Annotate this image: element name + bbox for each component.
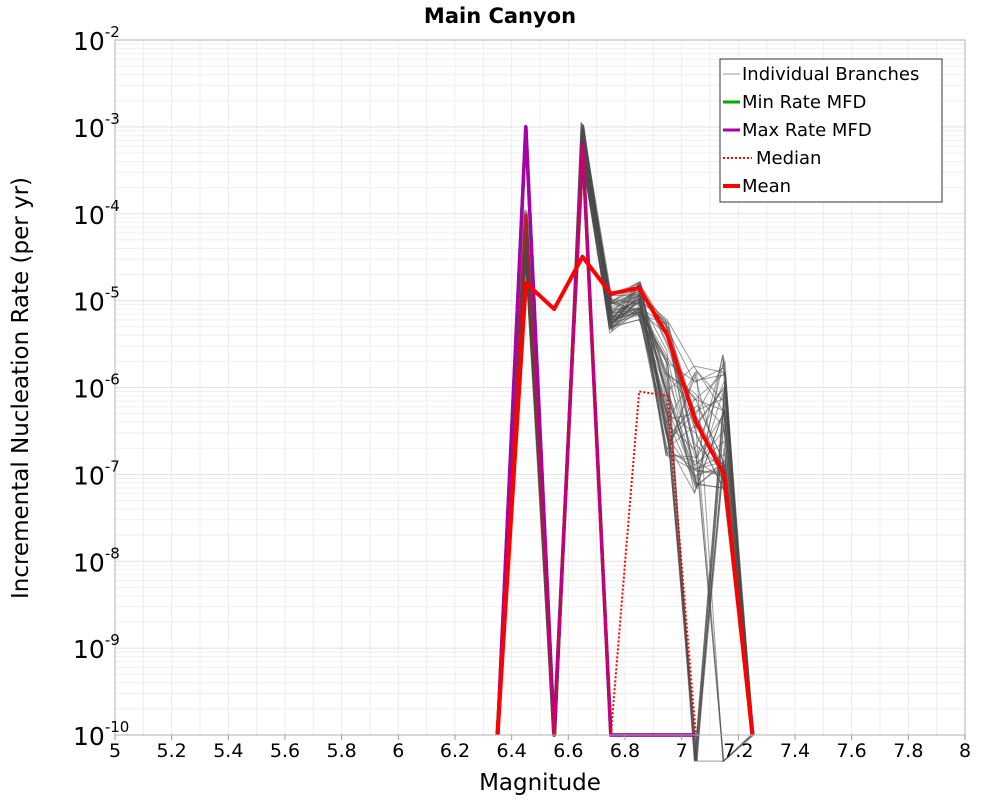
y-tick-label: 10-8	[73, 544, 120, 577]
series-line-mean	[495, 254, 755, 736]
y-tick-label: 10-7	[73, 457, 120, 490]
legend-label-individual-branches: Individual Branches	[742, 64, 919, 85]
series-line-median	[496, 145, 697, 736]
individual-branch-line	[497, 157, 752, 762]
x-tick-label: 6.8	[610, 740, 640, 762]
x-tick-label: 5.4	[213, 740, 243, 762]
x-tick-label: 6.6	[553, 740, 583, 762]
y-tick-label: 10-2	[73, 23, 120, 56]
legend: Individual Branches Min Rate MFD Max Rat…	[719, 58, 943, 203]
legend-label-median: Median	[756, 148, 821, 169]
x-tick-label: 5.8	[327, 740, 357, 762]
legend-box	[719, 58, 943, 203]
x-tick-label: 6	[392, 740, 404, 762]
grid-lines	[114, 40, 966, 736]
plot-frame	[114, 39, 966, 736]
x-tick-labels: 5 5.2 5.4 5.6 5.8 6 6.2 6.4 6.6 6.8 7 7.2 7.4 7.6 7.8 8	[109, 735, 971, 762]
x-tick-label: 7.6	[837, 740, 867, 762]
y-tick-label: 10-10	[73, 718, 129, 751]
x-tick-label: 6.4	[497, 740, 527, 762]
x-tick-label: 6.2	[440, 740, 470, 762]
y-tick-label: 10-5	[73, 284, 120, 317]
x-tick-label: 5.6	[270, 740, 300, 762]
y-tick-labels: 10-10 10-9 10-8 10-7 10-6 10-5 10-4 10-3 10-2	[73, 23, 129, 751]
y-tick-label: 10-4	[73, 197, 120, 230]
legend-label-min-rate: Min Rate MFD	[742, 92, 866, 113]
y-tick-label: 10-3	[73, 110, 120, 143]
x-tick-label: 7.4	[780, 740, 810, 762]
x-tick-label: 7.2	[723, 740, 753, 762]
y-tick-label: 10-9	[73, 631, 120, 664]
x-axis-label: Magnitude	[479, 770, 601, 796]
legend-label-mean: Mean	[742, 176, 791, 197]
x-tick-label: 5	[109, 740, 121, 762]
y-tick-label: 10-6	[73, 371, 120, 404]
x-tick-label: 7.8	[893, 740, 923, 762]
y-axis-label: Incremental Nucleation Rate (per yr)	[8, 177, 34, 599]
x-tick-label: 7	[676, 740, 688, 762]
x-tick-label: 5.2	[157, 740, 187, 762]
x-tick-label: 8	[959, 740, 971, 762]
chart-title: Main Canyon	[424, 4, 576, 28]
legend-label-max-rate: Max Rate MFD	[742, 120, 872, 141]
